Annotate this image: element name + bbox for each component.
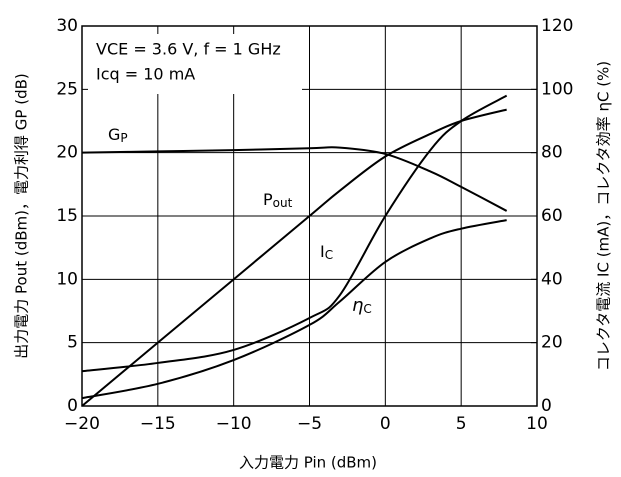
- annotation: Icq = 10 mA: [96, 65, 195, 84]
- y-tick-label: 15: [56, 206, 78, 226]
- y-tick-label: 10: [56, 269, 78, 289]
- series-label: GP: [108, 125, 128, 145]
- annotation: VCE = 3.6 V, f = 1 GHz: [96, 40, 281, 59]
- label-bg: [318, 242, 342, 264]
- y2-tick-label: 0: [541, 396, 552, 416]
- x-tick-label: −20: [64, 414, 100, 434]
- y-axis-label: 出力電力 Pout (dBm)，電力利得 GP (dB): [13, 73, 31, 358]
- annotation-box: [88, 34, 302, 94]
- label-bg: [106, 125, 130, 147]
- label-bg: [261, 190, 305, 212]
- series-label: Pout: [263, 190, 293, 210]
- y2-tick-label: 120: [541, 16, 573, 36]
- x-tick-label: −15: [140, 414, 176, 434]
- series-line: [81, 146, 508, 212]
- y2-tick-label: 80: [541, 143, 563, 163]
- y2-axis-label: コレクタ電流 IC (mA)，コレクタ効率 ηC (%): [595, 61, 613, 371]
- y2-tick-label: 20: [541, 333, 563, 353]
- series-line: [81, 94, 508, 373]
- x-tick-label: −10: [216, 414, 252, 434]
- y-tick-label: 0: [67, 396, 78, 416]
- x-tick-label: 5: [456, 414, 467, 434]
- y-tick-label: 20: [56, 143, 78, 163]
- series-line: [81, 108, 507, 407]
- plot-frame: [81, 25, 538, 407]
- x-tick-label: 10: [526, 414, 548, 434]
- x-tick-label: 0: [380, 414, 391, 434]
- x-axis-label: 入力電力 Pin (dBm): [239, 454, 377, 472]
- y2-tick-label: 40: [541, 269, 563, 289]
- series-label: ηC: [352, 295, 372, 316]
- series-line: [81, 219, 507, 400]
- series-label: IC: [320, 242, 333, 262]
- y2-tick-label: 60: [541, 206, 563, 226]
- y-tick-label: 30: [56, 16, 78, 36]
- label-bg: [350, 296, 374, 318]
- y-tick-label: 25: [56, 79, 78, 99]
- y2-tick-label: 100: [541, 79, 573, 99]
- y-tick-label: 5: [67, 333, 78, 353]
- x-tick-label: −5: [297, 414, 322, 434]
